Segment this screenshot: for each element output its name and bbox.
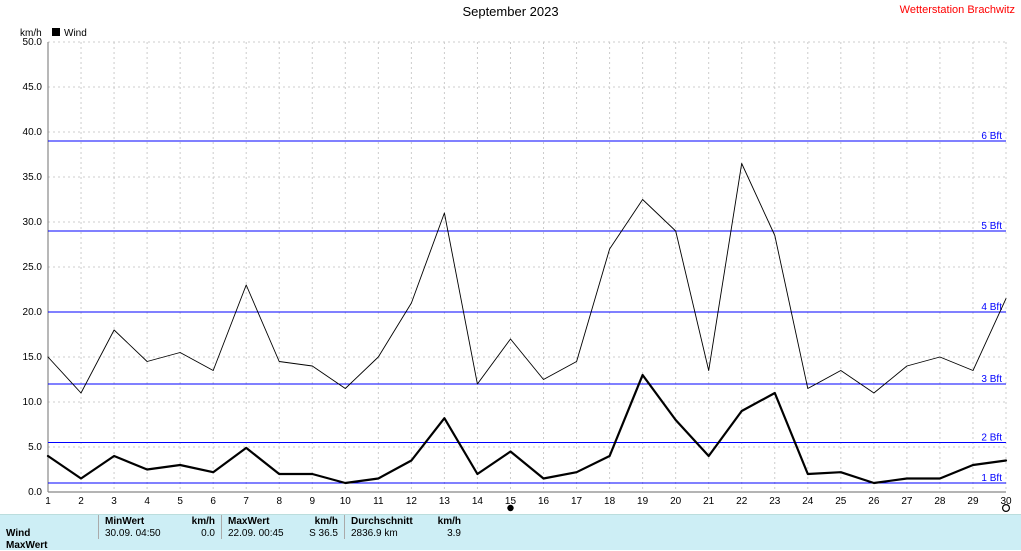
svg-text:1: 1 xyxy=(45,496,51,507)
stats-v1-1: 22.09. 00:45 xyxy=(228,528,284,539)
svg-text:30: 30 xyxy=(1000,496,1012,507)
svg-text:45.0: 45.0 xyxy=(23,82,43,93)
svg-text:16: 16 xyxy=(538,496,550,507)
svg-text:4: 4 xyxy=(144,496,150,507)
wind-chart: 0.0 5.0 10.0 15.0 20.0 25.0 30.0 35.0 40.0 45.0 5 0… xyxy=(0,0,1021,549)
svg-text:12: 12 xyxy=(406,496,418,507)
svg-text:35.0: 35.0 xyxy=(23,172,43,183)
svg-text:3 Bft: 3 Bft xyxy=(981,374,1002,385)
svg-text:14: 14 xyxy=(472,496,484,507)
svg-text:24: 24 xyxy=(802,496,814,507)
svg-text:26: 26 xyxy=(868,496,880,507)
stats-v1-2: 2836.9 km xyxy=(351,528,398,539)
stats-h1-0: MinWert xyxy=(105,516,144,527)
stats-rowlabel-1: MaxWert xyxy=(0,539,99,551)
stats-rowlabel-0: Wind xyxy=(0,527,99,539)
stats-v2-0: 0.0 xyxy=(201,528,215,539)
stats-v1-0: 30.09. 04:50 xyxy=(105,528,161,539)
stats-panel: MinWert km/h MaxWert km/h Durchschnitt km/… xyxy=(0,514,1021,550)
svg-text:18: 18 xyxy=(604,496,616,507)
svg-text:20.0: 20.0 xyxy=(23,307,43,318)
svg-text:30.0: 30.0 xyxy=(23,217,43,228)
svg-text:11: 11 xyxy=(373,496,384,507)
svg-text:29: 29 xyxy=(967,496,979,507)
svg-text:8: 8 xyxy=(276,496,282,507)
stats-v2-1: S 36.5 xyxy=(309,528,338,539)
legend-swatch xyxy=(52,28,60,36)
svg-text:19: 19 xyxy=(637,496,649,507)
legend-label: Wind xyxy=(64,28,87,39)
series-wind-avg xyxy=(48,375,1006,483)
svg-text:22: 22 xyxy=(736,496,748,507)
svg-text:2: 2 xyxy=(78,496,84,507)
x-marker-current xyxy=(507,505,513,511)
svg-text:2 Bft: 2 Bft xyxy=(981,433,1002,444)
svg-text:27: 27 xyxy=(901,496,913,507)
svg-text:13: 13 xyxy=(439,496,451,507)
svg-text:7: 7 xyxy=(243,496,249,507)
svg-text:6: 6 xyxy=(210,496,216,507)
svg-text:25: 25 xyxy=(835,496,847,507)
stats-h1-2: Durchschnitt xyxy=(351,516,413,527)
svg-text:1 Bft: 1 Bft xyxy=(981,473,1002,484)
stats-h2-2: km/h xyxy=(438,516,461,527)
stats-h2-0: km/h xyxy=(192,516,215,527)
svg-text:21: 21 xyxy=(703,496,715,507)
svg-text:20: 20 xyxy=(670,496,682,507)
svg-text:6 Bft: 6 Bft xyxy=(981,131,1002,142)
stats-h1-1: MaxWert xyxy=(228,516,270,527)
svg-text:17: 17 xyxy=(571,496,583,507)
svg-text:10.0: 10.0 xyxy=(23,397,43,408)
svg-text:10: 10 xyxy=(340,496,352,507)
svg-text:40.0: 40.0 xyxy=(23,127,43,138)
stats-v2-2: 3.9 xyxy=(447,528,461,539)
svg-text:0.0: 0.0 xyxy=(28,487,42,498)
svg-text:9: 9 xyxy=(309,496,315,507)
svg-text:5: 5 xyxy=(177,496,183,507)
svg-text:5.0: 5.0 xyxy=(28,442,42,453)
svg-text:4 Bft: 4 Bft xyxy=(981,302,1002,313)
stats-h2-1: km/h xyxy=(315,516,338,527)
svg-text:28: 28 xyxy=(934,496,946,507)
series-wind-max xyxy=(48,164,1006,394)
svg-text:5 Bft: 5 Bft xyxy=(981,221,1002,232)
svg-text:23: 23 xyxy=(769,496,781,507)
svg-text:3: 3 xyxy=(111,496,117,507)
svg-text:15.0: 15.0 xyxy=(23,352,43,363)
svg-text:25.0: 25.0 xyxy=(23,262,43,273)
y-unit: km/h xyxy=(20,28,42,39)
